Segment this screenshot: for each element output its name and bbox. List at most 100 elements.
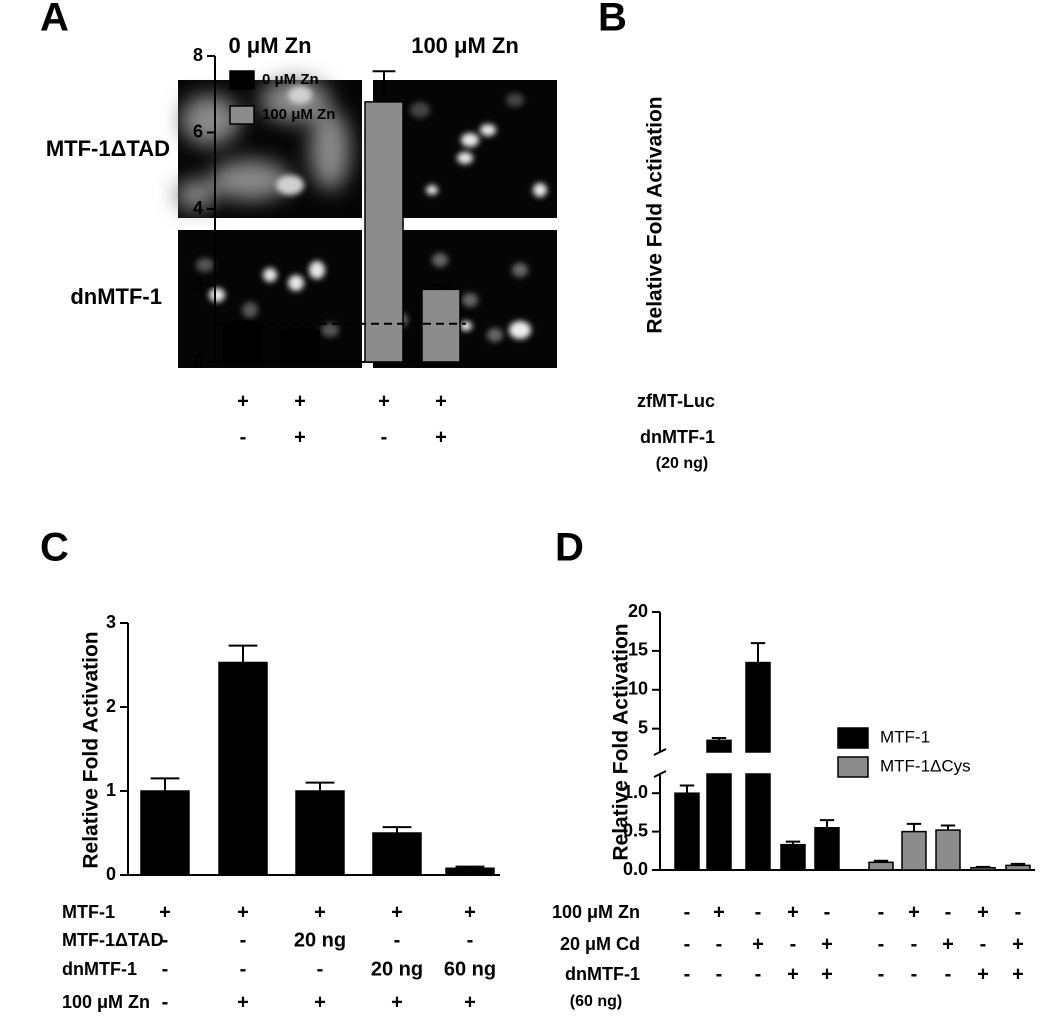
- condition-value: -: [824, 901, 831, 923]
- bar: [295, 790, 345, 876]
- condition-label: MTF-1ΔTAD: [62, 930, 164, 950]
- condition-value: +: [391, 991, 403, 1013]
- y-tick-label: 2: [193, 274, 203, 294]
- bar: [364, 101, 404, 363]
- error-bar: [305, 781, 335, 791]
- condition-value: +: [391, 901, 403, 923]
- condition-value: -: [467, 929, 474, 951]
- legend-swatch: [837, 727, 869, 749]
- y-tick-label: 20: [628, 601, 648, 621]
- error-bar: [940, 824, 956, 831]
- condition-value: 20 ng: [294, 929, 346, 951]
- bar: [706, 739, 732, 753]
- bar: [674, 792, 700, 871]
- condition-value: +: [294, 390, 306, 412]
- condition-value: -: [878, 901, 885, 923]
- y-tick-label: 6: [193, 121, 203, 141]
- condition-value: -: [755, 963, 762, 985]
- bar: [1005, 864, 1031, 871]
- column-header: 100 μM Zn: [411, 33, 519, 58]
- y-tick-label: 4: [193, 198, 203, 218]
- y-tick-label: 3: [106, 612, 116, 632]
- bar: [935, 829, 961, 871]
- condition-value: -: [240, 929, 247, 951]
- condition-value: -: [684, 933, 691, 955]
- condition-value: +: [1012, 963, 1024, 985]
- bar: [280, 329, 320, 363]
- condition-value: -: [911, 933, 918, 955]
- bar: [780, 843, 806, 871]
- condition-value: -: [878, 963, 885, 985]
- legend-label: MTF-1: [880, 727, 930, 746]
- bar: [223, 323, 263, 363]
- condition-value: +: [237, 901, 249, 923]
- condition-value: +: [314, 901, 326, 923]
- y-tick-label: 0.5: [623, 820, 648, 840]
- condition-value: +: [435, 390, 447, 412]
- condition-value: -: [716, 933, 723, 955]
- y-tick-label: 1: [106, 780, 116, 800]
- bar: [814, 827, 840, 871]
- legend-swatch: [229, 105, 255, 125]
- legend-label: 0 μM Zn: [262, 71, 319, 88]
- y-tick-label: 0.0: [623, 859, 648, 879]
- condition-value: +: [237, 991, 249, 1013]
- condition-value: +: [159, 901, 171, 923]
- y-tick-label: 5: [638, 717, 648, 737]
- condition-value: -: [381, 426, 388, 448]
- micrograph: [178, 230, 362, 368]
- error-bar: [455, 865, 485, 869]
- condition-label: dnMTF-1: [62, 959, 137, 979]
- condition-value: -: [162, 991, 169, 1013]
- condition-value: -: [980, 933, 987, 955]
- bar: [868, 861, 894, 871]
- bar: [140, 790, 190, 876]
- condition-value: -: [162, 958, 169, 980]
- micrograph: [175, 78, 362, 218]
- condition-value: -: [911, 963, 918, 985]
- error-bar: [372, 70, 396, 102]
- bar: [218, 661, 268, 876]
- condition-label: dnMTF-1: [565, 964, 640, 984]
- y-tick-label: 8: [193, 45, 203, 65]
- legend-swatch: [837, 756, 869, 778]
- condition-value: +: [752, 933, 764, 955]
- condition-label: dnMTF-1: [640, 427, 715, 447]
- row-label: MTF-1ΔTAD: [46, 136, 170, 161]
- panel-label: A: [40, 0, 69, 40]
- bar: [372, 832, 422, 876]
- panel-label: C: [40, 526, 69, 570]
- y-tick-label: 10: [628, 679, 648, 699]
- condition-sublabel: (20 ng): [656, 455, 708, 472]
- condition-value: -: [755, 901, 762, 923]
- condition-value: -: [878, 933, 885, 955]
- condition-value: -: [240, 958, 247, 980]
- condition-label: zfMT-Luc: [637, 391, 715, 411]
- error-bar: [288, 328, 312, 331]
- error-bar: [679, 784, 695, 794]
- y-tick-label: 1.0: [623, 782, 648, 802]
- condition-value: -: [1015, 901, 1022, 923]
- condition-value: +: [787, 901, 799, 923]
- condition-value: -: [684, 963, 691, 985]
- condition-value: +: [942, 933, 954, 955]
- y-axis-label: Relative Fold Activation: [80, 631, 103, 868]
- condition-value: +: [908, 901, 920, 923]
- error-bar: [1010, 862, 1026, 866]
- condition-value: +: [821, 963, 833, 985]
- error-bar: [819, 819, 835, 828]
- condition-value: +: [314, 991, 326, 1013]
- y-tick-label: 0: [193, 351, 203, 371]
- error-bar: [711, 737, 727, 741]
- bar: [901, 830, 927, 871]
- condition-label: MTF-1: [62, 902, 115, 922]
- bar: [445, 867, 495, 876]
- condition-value: +: [1012, 933, 1024, 955]
- condition-value: +: [977, 901, 989, 923]
- bar: [745, 773, 771, 871]
- error-bar: [785, 840, 801, 845]
- panel-label: B: [598, 0, 627, 40]
- condition-value: +: [464, 901, 476, 923]
